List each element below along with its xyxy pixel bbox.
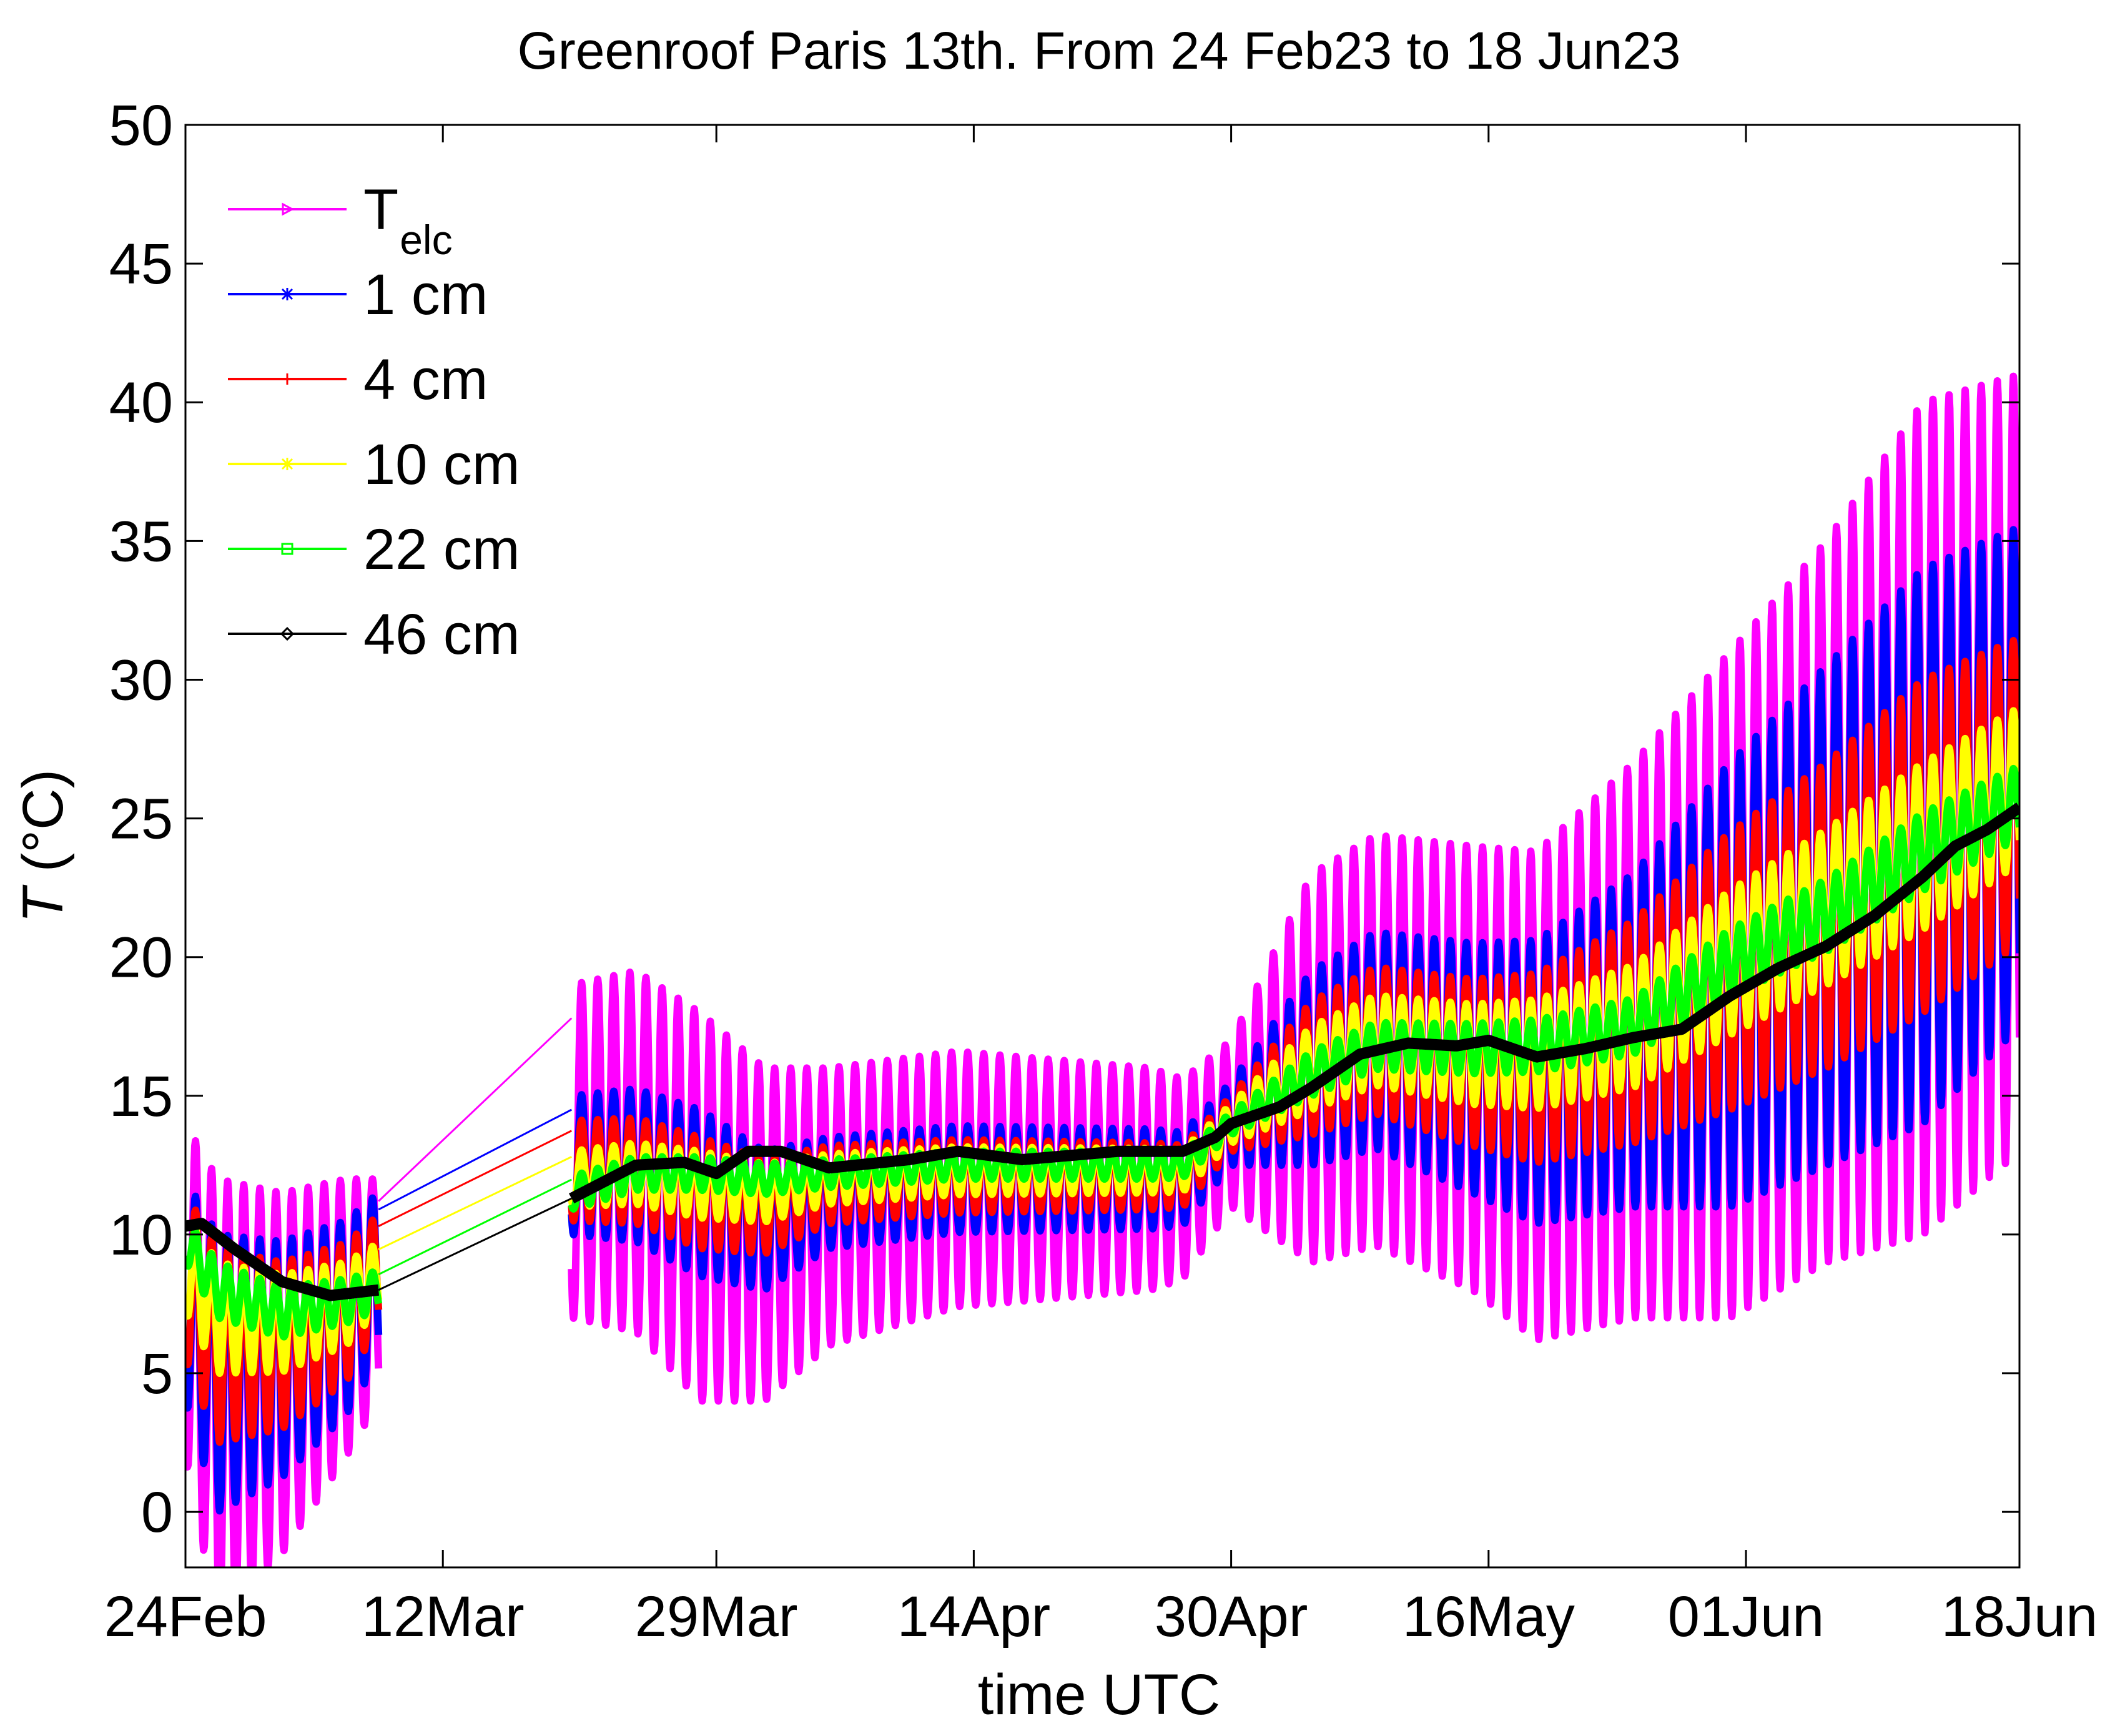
y-tick-label: 35 bbox=[109, 510, 173, 573]
series-46-cm bbox=[185, 802, 2019, 1301]
legend-item-22-cm: 22 cm bbox=[228, 518, 520, 581]
y-tick-label: 10 bbox=[109, 1203, 173, 1267]
series-gap-connector-t-elc bbox=[378, 1017, 573, 1202]
legend-marker-triangle-icon bbox=[282, 202, 295, 216]
x-axis-label: time UTC bbox=[978, 1663, 1220, 1727]
series-line-t-elc-part1 bbox=[185, 1137, 383, 1567]
series-line-4-cm-part2 bbox=[568, 637, 2019, 1257]
legend-marker-star-icon bbox=[281, 458, 293, 470]
legend-item-46-cm: 46 cm bbox=[228, 603, 520, 666]
legend-label-1-cm: 1 cm bbox=[363, 263, 488, 327]
series-gap-connector-1-cm bbox=[378, 1108, 573, 1211]
axes-layer: 0 5 10 15 20 25 30 35 40 45 50 24Feb 12Mar 29Mar 14Apr… bbox=[104, 94, 2098, 1649]
legend-label-4-cm: 4 cm bbox=[363, 348, 488, 412]
x-tick-label-16may: 16May bbox=[1403, 1585, 1575, 1649]
series-gap-connector-22-cm bbox=[378, 1178, 572, 1276]
legend-marker-plus-icon bbox=[282, 373, 293, 385]
x-tick-label-29mar: 29Mar bbox=[635, 1585, 798, 1649]
series-t-elc bbox=[185, 372, 2019, 1567]
series-layer bbox=[185, 372, 2019, 1567]
series-gap-connector-46-cm bbox=[378, 1197, 572, 1291]
y-axis-label-unit: (°C) bbox=[11, 769, 75, 888]
series-line-46-cm-part2 bbox=[566, 802, 2019, 1204]
y-tick-label: 45 bbox=[109, 232, 173, 296]
y-axis-label: T (°C) bbox=[11, 769, 75, 923]
legend-label-10-cm: 10 cm bbox=[363, 433, 520, 496]
series-line-22-cm-part1 bbox=[185, 1228, 383, 1341]
legend-marker-diamond-icon bbox=[280, 626, 295, 641]
y-tick-label: 15 bbox=[109, 1065, 173, 1128]
x-tick-label-24feb: 24Feb bbox=[104, 1585, 267, 1649]
series-4-cm bbox=[185, 637, 2019, 1446]
legend-marker-square-icon bbox=[281, 543, 293, 555]
x-tick-label-14apr: 14Apr bbox=[897, 1585, 1051, 1649]
y-tick-label: 25 bbox=[109, 787, 173, 851]
chart-title: Greenroof Paris 13th. From 24 Feb23 to 1… bbox=[517, 21, 1680, 80]
y-axis-label-symbol: T bbox=[11, 884, 75, 923]
legend-label-46-cm: 46 cm bbox=[363, 603, 520, 666]
plot-frame bbox=[184, 124, 2021, 1569]
legend-label-22-cm: 22 cm bbox=[363, 518, 520, 581]
series-line-t-elc-part2 bbox=[568, 372, 2019, 1405]
x-tick-label-12mar: 12Mar bbox=[362, 1585, 525, 1649]
y-tick-label: 40 bbox=[109, 371, 173, 435]
legend-item-1-cm: 1 cm bbox=[228, 263, 488, 327]
y-tick-label: 0 bbox=[141, 1481, 173, 1544]
legend-label-subscript: elc bbox=[400, 217, 452, 263]
x-tick-label-01jun: 01Jun bbox=[1668, 1585, 1825, 1649]
legend-marker-star-icon bbox=[281, 288, 293, 300]
y-tick-label: 5 bbox=[141, 1342, 173, 1406]
legend-item-4-cm: 4 cm bbox=[228, 348, 488, 412]
series-gap-connector-4-cm bbox=[378, 1130, 572, 1227]
x-tick-label-30apr: 30Apr bbox=[1155, 1585, 1308, 1649]
y-tick-label: 20 bbox=[109, 926, 173, 990]
series-line-1-cm-part1 bbox=[185, 1192, 383, 1515]
y-tick-label: 50 bbox=[109, 94, 173, 157]
series-line-10-cm-part1 bbox=[185, 1224, 383, 1377]
series-line-46-cm-part1 bbox=[185, 1218, 384, 1301]
legend-item-10-cm: 10 cm bbox=[228, 433, 520, 496]
series-gap-connector-10-cm bbox=[378, 1156, 572, 1251]
series-line-4-cm-part1 bbox=[185, 1206, 383, 1446]
y-tick-label: 30 bbox=[109, 648, 173, 712]
x-tick-label-18jun: 18Jun bbox=[1941, 1585, 2098, 1649]
